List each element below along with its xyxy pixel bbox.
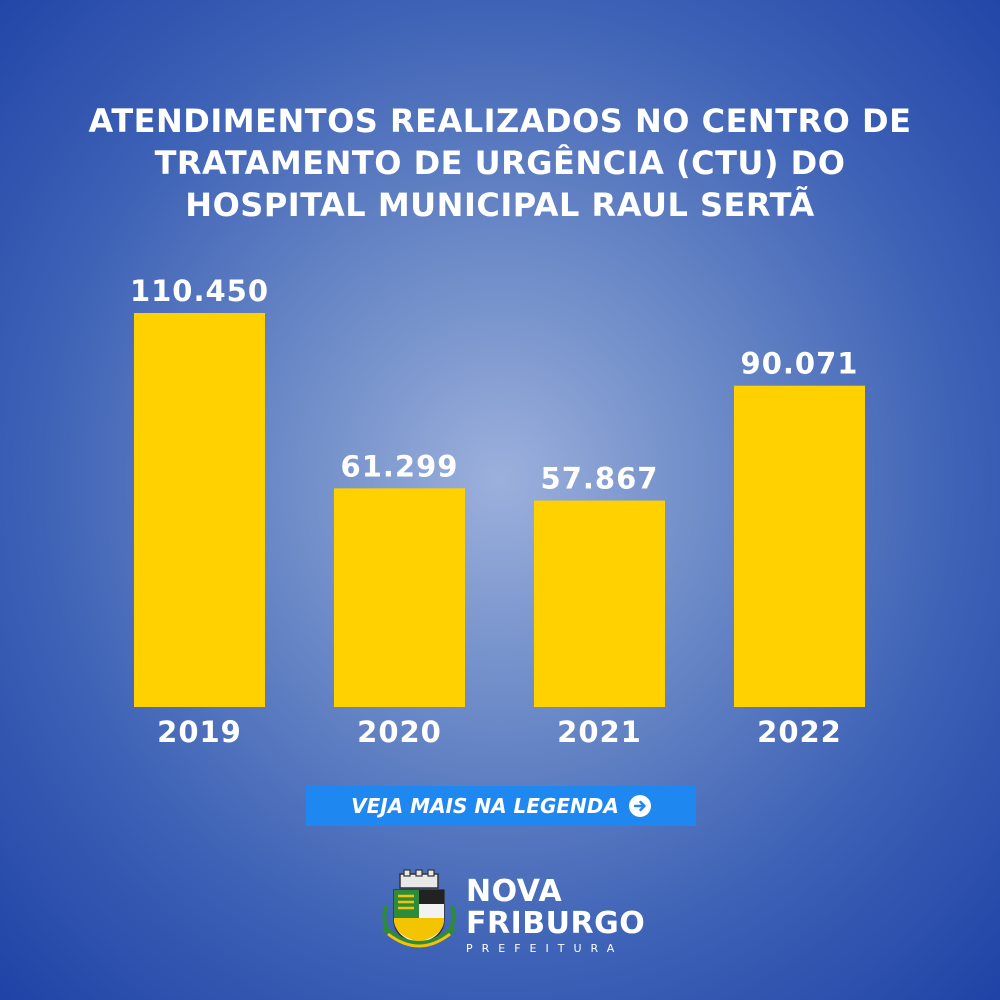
category-label-2022: 2022 [757,715,842,749]
value-label-2021: 57.867 [541,462,659,496]
see-more-in-caption-button[interactable]: VEJA MAIS NA LEGENDA [306,786,696,826]
chart-title-line-1: ATENDIMENTOS REALIZADOS NO CENTRO DE [88,102,912,140]
coat-of-arms-icon [381,869,457,948]
arrow-right-circle-icon [628,795,651,817]
value-label-2020: 61.299 [341,449,459,483]
bar-2022 [734,385,865,707]
see-more-label: VEJA MAIS NA LEGENDA [351,794,619,818]
brand-line-3: PREFEITURA [466,942,624,955]
value-label-2022: 90.071 [741,347,859,381]
chart-title: ATENDIMENTOS REALIZADOS NO CENTRO DE TRA… [0,100,1000,226]
bar-2019 [134,313,265,707]
brand-line-1: NOVA [466,874,563,909]
category-label-2020: 2020 [357,715,442,749]
bar-2021 [534,500,665,707]
bar-2020 [334,488,465,707]
category-label-2019: 2019 [157,715,242,749]
brand-wordmark: NOVA FRIBURGO PREFEITURA [466,874,646,956]
brand-line-2: FRIBURGO [466,906,646,941]
prefeitura-logo: NOVA FRIBURGO PREFEITURA [380,868,645,958]
chart-title-line-3: HOSPITAL MUNICIPAL RAUL SERTÃ [185,186,815,224]
chart-title-line-2: TRATAMENTO DE URGÊNCIA (CTU) DO [154,144,846,182]
value-label-2019: 110.450 [130,274,269,308]
category-label-2021: 2021 [557,715,642,749]
